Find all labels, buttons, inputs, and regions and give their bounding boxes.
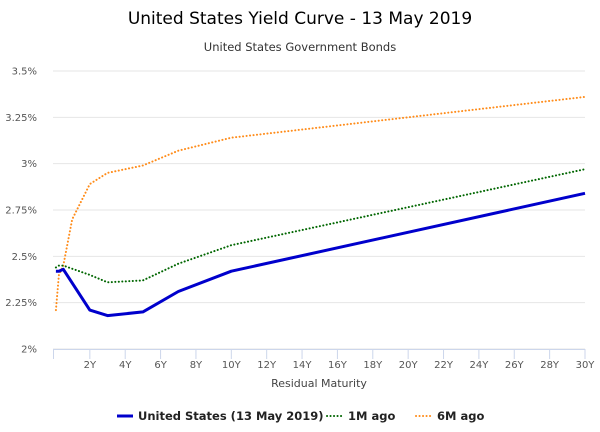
x-tick-label: 18Y [363, 360, 383, 371]
x-tick-label: 2Y [84, 360, 97, 371]
legend-label: 1M ago [348, 409, 395, 423]
x-tick-label: 10Y [222, 360, 242, 371]
x-tick-label: 30Y [576, 360, 596, 371]
legend: United States (13 May 2019) 1M ago 6M ago [117, 409, 484, 423]
y-tick-label: 2.25% [5, 298, 37, 309]
x-tick-label: 20Y [399, 360, 419, 371]
chart-subtitle: United States Government Bonds [204, 40, 396, 54]
legend-label: 6M ago [437, 409, 484, 423]
x-tick-label: 14Y [293, 360, 313, 371]
x-tick-label: 16Y [328, 360, 348, 371]
y-tick-label: 3.25% [5, 113, 37, 124]
x-tick-label: 12Y [257, 360, 277, 371]
x-axis-title: Residual Maturity [271, 377, 367, 390]
y-tick-label: 3.5% [12, 67, 37, 78]
series-line-6m-ago [54, 95, 586, 312]
series-line-current [55, 191, 586, 318]
y-tick-label: 2% [21, 345, 37, 356]
legend-item-current[interactable]: United States (13 May 2019) [117, 409, 324, 423]
legend-item-6m-ago[interactable]: 6M ago [415, 409, 484, 423]
y-tick-label: 2.75% [5, 206, 37, 217]
y-axis-ticks: 2% 2.25% 2.5% 2.75% 3% 3.25% 3.5% [5, 67, 37, 356]
y-tick-label: 3% [21, 159, 37, 170]
x-tick-label: 8Y [190, 360, 203, 371]
plot-area [54, 95, 586, 318]
x-axis: 2Y 4Y 6Y 8Y 10Y 12Y 14Y 16Y 18Y 20Y 22Y 24Y 26Y 28Y 30… [53, 349, 595, 371]
legend-label: United States (13 May 2019) [138, 409, 324, 423]
x-tick-label: 24Y [469, 360, 489, 371]
x-tick-label: 26Y [505, 360, 525, 371]
y-tick-label: 2.5% [12, 252, 37, 263]
x-tick-label: 4Y [119, 360, 132, 371]
x-tick-label: 6Y [154, 360, 167, 371]
series-line-1m-ago [54, 168, 586, 284]
chart-title: United States Yield Curve - 13 May 2019 [128, 9, 472, 29]
legend-item-1m-ago[interactable]: 1M ago [326, 409, 395, 423]
x-tick-label: 28Y [540, 360, 560, 371]
gridlines [53, 70, 585, 350]
x-tick-label: 22Y [434, 360, 454, 371]
